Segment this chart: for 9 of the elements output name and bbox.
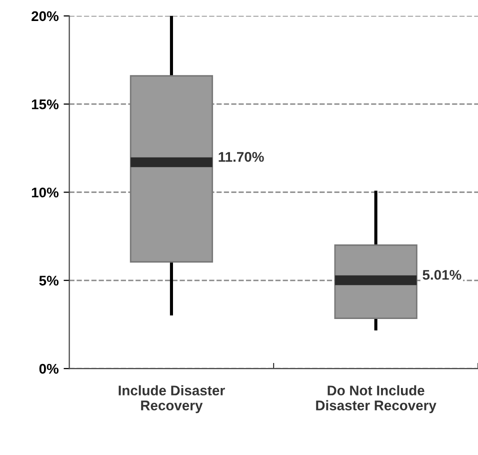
y-tick-label: 10% — [32, 188, 59, 198]
annotation: 5.01% — [422, 270, 462, 280]
x-tick-label: Include Disaster Recovery — [118, 385, 225, 414]
x-tick-label: Do Not Include Disaster Recovery — [316, 385, 436, 414]
annotation: 11.70% — [218, 152, 264, 162]
y-tick-label: 15% — [32, 99, 59, 110]
y-tick-label: 0% — [39, 364, 59, 374]
y-tick-label: 20% — [32, 11, 59, 22]
y-tick-label: 5% — [39, 276, 59, 286]
